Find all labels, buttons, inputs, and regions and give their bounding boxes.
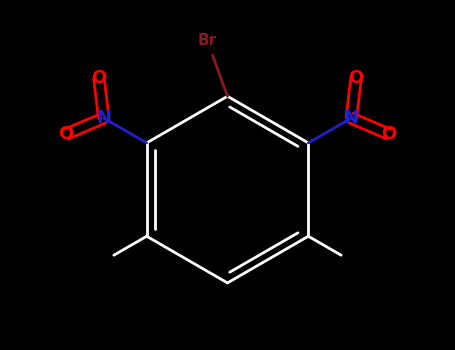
Text: Br: Br [197, 33, 216, 48]
Text: N: N [96, 109, 111, 127]
Text: O: O [59, 125, 74, 143]
Text: N: N [344, 109, 359, 127]
Text: O: O [91, 69, 106, 86]
Text: O: O [349, 69, 364, 86]
Text: O: O [381, 125, 396, 143]
